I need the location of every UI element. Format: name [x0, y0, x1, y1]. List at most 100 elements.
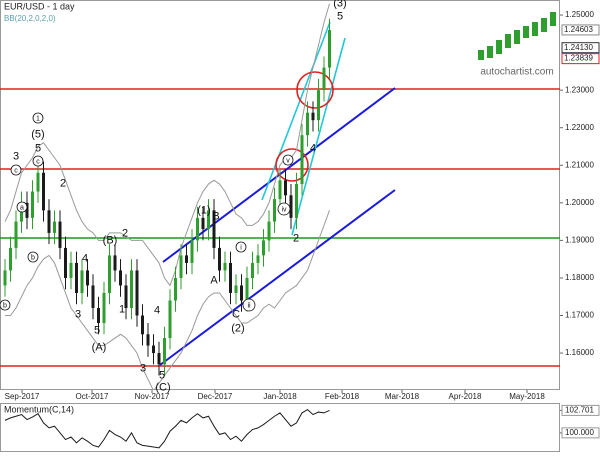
wave-circle [235, 241, 247, 253]
momentum-tick-label: 102.701 [565, 406, 594, 415]
wave-circle [32, 155, 44, 167]
momentum-tick-label: 100.000 [565, 428, 594, 437]
wave-label: 3 [75, 308, 81, 320]
x-tick-label: Jan-2018 [263, 392, 297, 401]
candle-body [42, 172, 45, 211]
wave-label: 5 [35, 142, 41, 154]
candle-body [234, 285, 238, 293]
candle-body [36, 172, 40, 192]
wave-label: (A) [92, 341, 107, 353]
candle-body [306, 112, 309, 136]
candle-body [278, 180, 282, 200]
candle-body [124, 285, 128, 308]
chart-title: EUR/USD - 1 day [4, 1, 75, 11]
momentum-title: Momentum(C,14) [4, 404, 74, 414]
x-tick-label: Apr-2018 [449, 392, 482, 401]
wave-label: c [36, 158, 40, 165]
y-tick-label: 1.17000 [565, 311, 594, 320]
wave-circle [277, 202, 291, 216]
price-label: 1.24130 [564, 43, 593, 52]
candle-body [108, 255, 111, 293]
candle-body [113, 255, 117, 271]
wave-circle [10, 164, 22, 176]
wave-label: i [240, 244, 242, 251]
wave-label: C [232, 308, 240, 320]
wave-circle [282, 154, 294, 166]
candle-body [47, 210, 51, 233]
wave-label: 2 [122, 227, 128, 239]
candle-body [328, 30, 331, 68]
candle-body [141, 315, 144, 335]
indicator-label: BB(20,2,0,2,0) [4, 14, 56, 23]
wave-label: b [3, 302, 7, 309]
price-label-box [561, 42, 600, 54]
wave-label: 4 [82, 252, 88, 264]
candle-body [179, 255, 183, 278]
candle-body [267, 221, 271, 241]
wave-label: 2 [293, 232, 299, 244]
candle-body [317, 90, 320, 121]
wave-circle [0, 299, 11, 311]
wave-label: (3) [333, 0, 346, 9]
wedge-line [291, 37, 346, 236]
candle-body [190, 240, 194, 263]
candle-body [135, 270, 139, 316]
candle-body [3, 270, 7, 286]
candle-body [218, 247, 221, 271]
wave-circle [242, 298, 256, 312]
price-label: 1.23839 [564, 54, 593, 63]
candle-body [91, 285, 95, 308]
candle-body [157, 353, 161, 365]
candle-body [245, 277, 249, 301]
wave-label: 3 [13, 150, 19, 162]
wave-label: 4 [154, 304, 160, 316]
candle-body [256, 255, 260, 263]
candle-body [64, 247, 67, 278]
brand: autochartist.com [480, 67, 553, 78]
candle-body [196, 217, 199, 241]
momentum [4, 408, 330, 449]
wave-label: c [14, 167, 18, 174]
candle-body [146, 334, 150, 346]
x-tick-label: Sep-2017 [5, 392, 40, 401]
y-tick-label: 1.16000 [565, 348, 594, 357]
y-tick-label: 1.18000 [565, 273, 594, 282]
candle-body [97, 307, 100, 324]
wave-circle [27, 251, 39, 263]
momentum-tick-box [561, 404, 600, 416]
candle-body [273, 199, 276, 222]
wave-label: iv [281, 206, 287, 213]
x-tick-label: Mar-2018 [385, 392, 420, 401]
wave-label: (2) [231, 322, 244, 334]
candle-body [174, 277, 177, 301]
candle-body [185, 255, 188, 263]
wedge-line [261, 21, 331, 201]
candle-body [322, 67, 326, 91]
momentum-frame [0, 403, 560, 452]
wave-label: A [210, 274, 218, 286]
candle-body [229, 262, 232, 293]
wave-label: b [31, 254, 35, 261]
wave-circle [16, 201, 28, 213]
wave-label: 1 [36, 115, 40, 122]
wave-label: B [212, 210, 219, 222]
overlay [0, 21, 560, 367]
highlight-circle [275, 148, 309, 182]
candle-body [31, 191, 34, 218]
candle-body [311, 112, 315, 121]
candle-body [300, 135, 304, 185]
wave-label: 5 [337, 10, 343, 22]
wave-label: 2 [60, 177, 66, 189]
x-tick-label: May-2018 [509, 392, 545, 401]
x-tick-label: Nov-2017 [135, 392, 170, 401]
x-tick-label: Oct-2017 [76, 392, 109, 401]
wave-label: 5 [159, 369, 165, 381]
y-tick-label: 1.20000 [565, 198, 594, 207]
y-tick-label: 1.25000 [565, 10, 594, 19]
x-tick-label: Dec-2017 [198, 392, 233, 401]
logo [478, 12, 556, 60]
wave-circle [32, 112, 44, 124]
wave-label: (C) [155, 381, 170, 393]
wave-label: (5) [31, 128, 44, 140]
